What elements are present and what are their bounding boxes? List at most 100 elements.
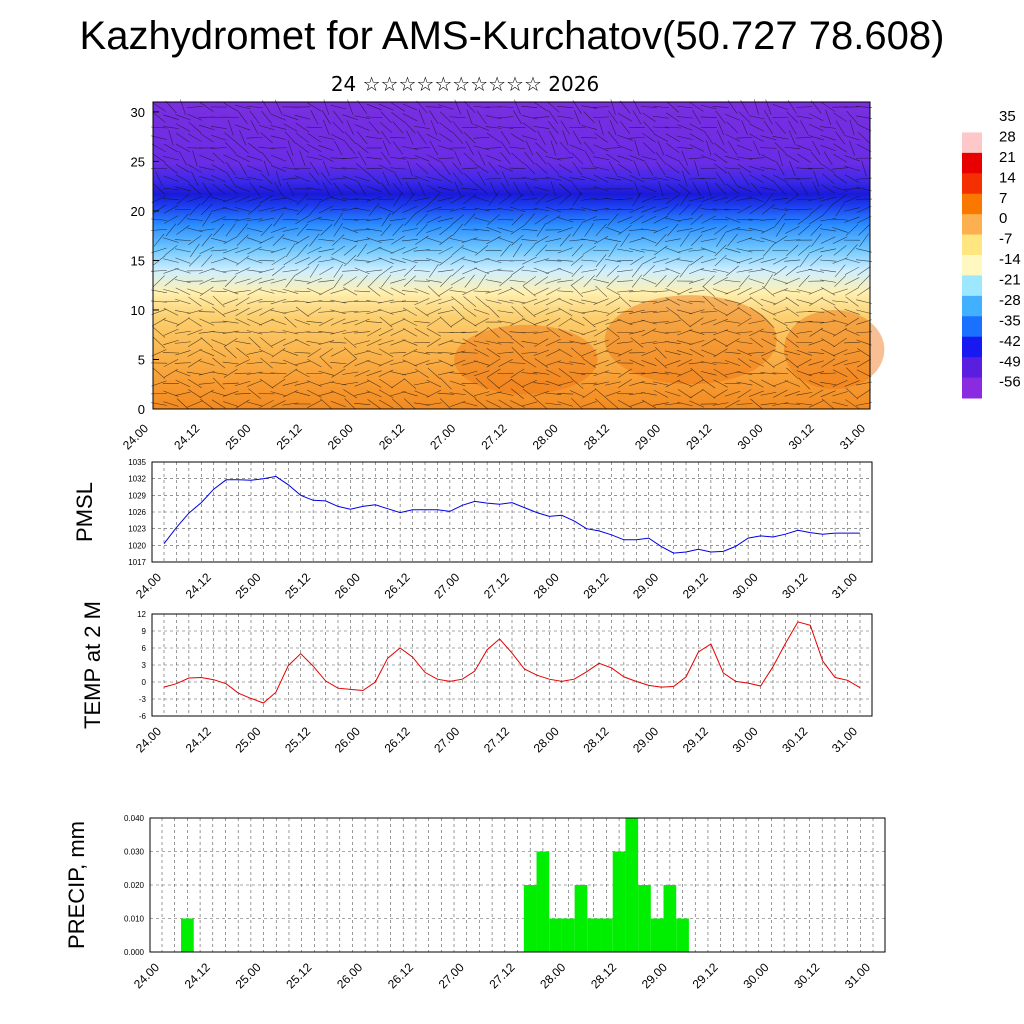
wind-barb: [809, 297, 824, 307]
wind-barb: [307, 255, 322, 266]
wind-barb: [641, 185, 657, 193]
wind-barb: [550, 181, 556, 197]
wind-barb: [282, 381, 299, 386]
x-tick-label: 30.00: [740, 960, 771, 991]
wind-barb: [737, 163, 752, 174]
colorbar-label: 21: [999, 149, 1016, 166]
wind-barb: [437, 197, 454, 202]
wind-barb: [282, 218, 299, 221]
wind-barb: [605, 390, 621, 397]
wind-barb: [509, 279, 526, 283]
wind-barb: [581, 382, 598, 385]
wind-barb: [808, 167, 825, 169]
wind-barb: [665, 360, 681, 366]
wind-barb: [330, 133, 346, 142]
wind-barb: [404, 192, 416, 206]
wind-barb: [270, 298, 287, 305]
wind-barb: [760, 167, 777, 170]
wind-barb: [438, 286, 453, 296]
wind-barb: [486, 132, 501, 143]
wind-barb: [413, 125, 430, 130]
wind-barb: [201, 233, 213, 247]
wind-barb: [402, 205, 418, 213]
wind-barb: [428, 264, 439, 278]
x-tick-label: 29.12: [680, 570, 711, 601]
wind-barb: [713, 379, 728, 388]
wind-barb: [246, 218, 263, 221]
wind-barb: [390, 328, 406, 336]
wind-barb: [812, 140, 821, 156]
wind-barb: [510, 133, 525, 143]
wind-barb: [605, 226, 621, 233]
wind-barb: [390, 339, 406, 346]
wind-barb: [235, 185, 251, 193]
wind-barb: [201, 254, 213, 267]
wind-barb: [211, 348, 226, 357]
wind-barb: [641, 236, 657, 244]
wind-barb: [811, 100, 822, 114]
wind-barb: [153, 336, 165, 349]
wind-barb: [701, 338, 716, 347]
wind-barb: [534, 338, 549, 347]
wind-barb: [333, 274, 344, 288]
wind-barb: [225, 161, 236, 176]
wind-barb: [366, 390, 382, 398]
wind-barb: [259, 378, 274, 389]
wind-barb: [694, 160, 700, 177]
wind-barb: [462, 267, 478, 275]
wind-barb: [282, 228, 299, 232]
wind-barb: [654, 357, 668, 369]
wind-barb: [593, 279, 609, 284]
wind-barb: [378, 103, 394, 111]
wind-barb: [294, 381, 311, 386]
wind-barb: [222, 207, 239, 212]
wind-barb: [234, 278, 251, 284]
wind-barb: [222, 330, 239, 334]
wind-barb: [174, 330, 191, 334]
wind-barb: [366, 185, 382, 192]
wind-barb: [772, 402, 789, 406]
wind-barb: [391, 112, 405, 123]
wind-barb: [189, 203, 201, 216]
wind-barb: [712, 106, 729, 108]
wind-barb: [700, 311, 717, 313]
wind-barb: [487, 214, 500, 226]
wind-barb: [545, 308, 561, 315]
wind-barb: [474, 327, 489, 338]
wind-barb: [629, 381, 645, 387]
wind-barb: [473, 239, 490, 242]
wind-barb: [390, 318, 406, 326]
wind-barb: [690, 234, 703, 247]
wind-barb: [295, 266, 310, 276]
wind-barb: [378, 328, 394, 337]
wind-barb: [236, 255, 250, 266]
wind-barb: [832, 391, 848, 397]
wind-barb: [844, 165, 860, 172]
wind-barb: [736, 381, 753, 386]
wind-barb: [366, 269, 383, 273]
wind-barb: [366, 167, 383, 169]
wind-barb: [152, 183, 166, 195]
wind-barb: [473, 217, 490, 222]
wind-barb: [259, 236, 274, 244]
wind-barb: [558, 368, 572, 379]
wind-barb: [724, 330, 741, 335]
wind-barb: [629, 205, 645, 213]
wind-barb: [356, 274, 368, 288]
wind-barb: [163, 258, 179, 263]
wind-barb: [259, 194, 274, 204]
wind-barb: [763, 274, 773, 288]
wind-barb: [174, 239, 191, 241]
wind-barb: [677, 359, 693, 367]
wind-barb: [773, 318, 788, 327]
wind-barb: [652, 198, 669, 201]
wind-barb: [381, 131, 391, 145]
wind-barb: [595, 254, 607, 267]
wind-barb: [736, 185, 753, 193]
wind-barb: [764, 110, 773, 125]
wind-barb: [820, 390, 836, 398]
wind-barb: [248, 336, 261, 349]
wind-barb: [223, 236, 238, 245]
wind-barb: [545, 259, 562, 262]
